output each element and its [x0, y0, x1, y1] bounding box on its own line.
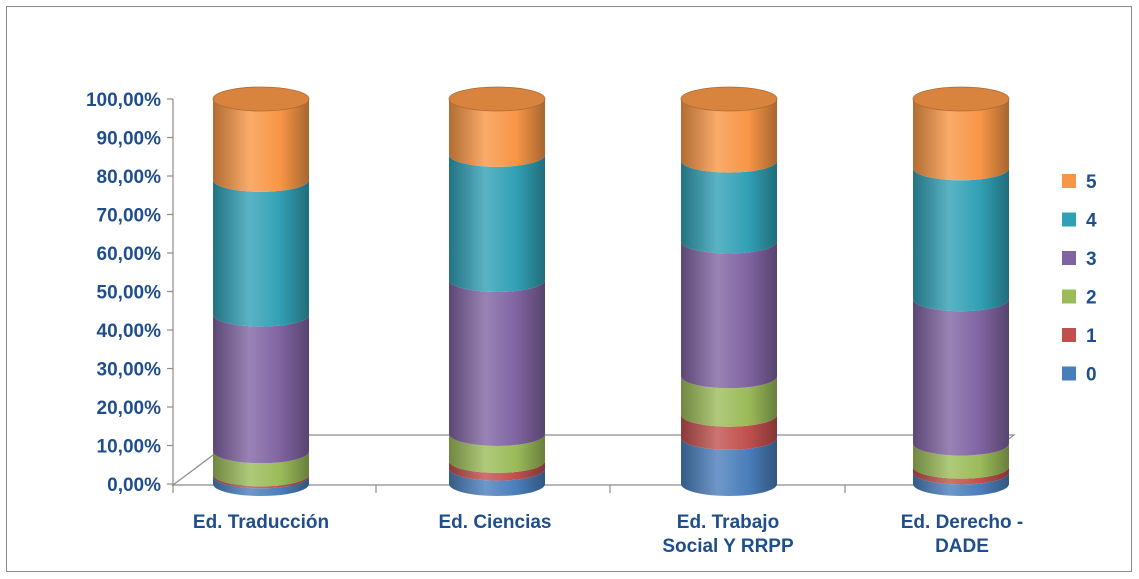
bar-stack — [448, 86, 546, 496]
bar-segment-1 — [913, 466, 1009, 485]
legend: 5 4 3 2 1 0 — [1062, 172, 1097, 386]
bar-segment-1 — [449, 460, 545, 481]
value-tick-label: 0,00% — [107, 475, 161, 496]
legend-label: 0 — [1086, 365, 1097, 386]
bar-segment-0 — [449, 468, 545, 496]
bar-segment-0 — [213, 476, 309, 496]
value-tick-label: 100,00% — [86, 90, 161, 111]
legend-item: 1 — [1062, 326, 1097, 347]
bar-segment-2 — [213, 451, 309, 487]
chart-frame: 0,00% 10,00% 20,00% 30,00% 40,00% 50,00% 60,00… — [6, 6, 1132, 572]
bar-stack — [912, 86, 1010, 496]
legend-label: 2 — [1086, 288, 1097, 309]
bar-segment-0 — [681, 437, 777, 496]
value-tick-label: 50,00% — [97, 283, 162, 304]
value-tick-label: 60,00% — [97, 244, 162, 265]
legend-item: 3 — [1062, 249, 1097, 270]
legend-swatch — [1062, 212, 1076, 227]
bar-segment-3 — [449, 279, 545, 446]
bar-stack — [680, 86, 778, 496]
bar-segment-4 — [213, 179, 309, 327]
legend-item: 0 — [1062, 365, 1097, 386]
value-tick-label: 40,00% — [97, 321, 162, 342]
value-tick-label: 30,00% — [97, 360, 162, 381]
legend-label: 4 — [1086, 211, 1097, 232]
legend-label: 5 — [1086, 172, 1097, 193]
bar-stack — [212, 86, 310, 496]
bar-top-cap — [912, 86, 1010, 112]
category-label: Ed. Traducción — [193, 512, 329, 533]
bar-segment-5 — [681, 99, 777, 173]
legend-swatch — [1062, 328, 1076, 342]
value-tick-label: 10,00% — [97, 437, 162, 458]
bar-segment-4 — [449, 154, 545, 292]
stacked-cylinder-chart: 0,00% 10,00% 20,00% 30,00% 40,00% 50,00% 60,00… — [86, 86, 1097, 557]
category-label: Ed. Derecho -DADE — [901, 512, 1023, 557]
legend-swatch — [1062, 366, 1076, 381]
bar-segment-4 — [913, 168, 1009, 312]
legend-item: 5 — [1062, 172, 1097, 193]
bar-segment-3 — [213, 314, 309, 464]
value-tick-label: 70,00% — [97, 206, 162, 227]
category-label: Ed. Ciencias — [439, 512, 552, 533]
legend-swatch — [1062, 174, 1076, 188]
bar-segment-2 — [913, 443, 1009, 479]
bar-segment-1 — [213, 474, 309, 489]
bar-segment-1 — [681, 414, 777, 450]
legend-label: 1 — [1086, 326, 1097, 347]
bar-segment-2 — [681, 376, 777, 427]
category-axis: Ed. Traducción Ed. Ciencias Ed. Trabajo Soc… — [193, 512, 1023, 557]
value-tick-label: 90,00% — [97, 129, 162, 150]
bar-segment-5 — [913, 99, 1009, 181]
bar-segment-3 — [681, 241, 777, 389]
legend-item: 4 — [1062, 211, 1097, 232]
bar-segment-5 — [449, 99, 545, 167]
bar-top-cap — [680, 86, 778, 112]
legend-swatch — [1062, 289, 1076, 304]
bar-series-group — [212, 86, 1010, 496]
value-axis: 0,00% 10,00% 20,00% 30,00% 40,00% 50,00% 60,00… — [86, 90, 174, 496]
bar-segment-0 — [913, 472, 1009, 496]
bar-segment-4 — [681, 160, 777, 254]
legend-item: 2 — [1062, 288, 1097, 309]
value-tick-label: 20,00% — [97, 398, 162, 419]
bar-top-cap — [448, 86, 546, 112]
category-label: Ed. Trabajo Social Y RRPP — [662, 512, 794, 557]
value-tick-label: 80,00% — [97, 167, 162, 188]
bar-segment-2 — [449, 433, 545, 473]
legend-label: 3 — [1086, 249, 1097, 270]
bar-segment-3 — [913, 299, 1009, 456]
legend-swatch — [1062, 251, 1076, 265]
bar-top-cap — [212, 86, 310, 112]
bar-segment-5 — [213, 99, 309, 192]
